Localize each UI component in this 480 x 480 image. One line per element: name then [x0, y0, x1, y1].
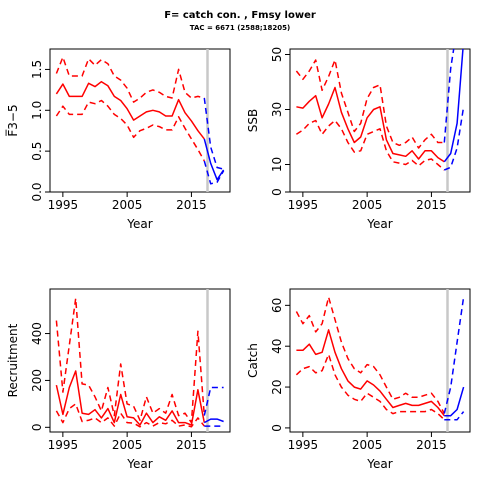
fbar-y-axis-label: F̅3−5	[5, 104, 20, 136]
figure-title: F= catch con. , Fmsy lower	[164, 10, 316, 21]
catch-historic-upper-line	[295, 296, 445, 414]
catch-forecast-upper-line	[443, 297, 465, 414]
catch-ytick-label: 20	[270, 379, 284, 394]
catch-y-axis-label: Catch	[246, 343, 260, 378]
fbar-forecast-upper-line	[203, 97, 224, 170]
ssb-xtick-label: 2005	[352, 198, 383, 212]
recruitment-historic-lower-line	[55, 403, 205, 428]
recruitment-xtick-label: 2005	[112, 438, 143, 452]
catch-ytick-label: 0	[270, 424, 284, 432]
fbar-xtick-label: 2015	[176, 198, 207, 212]
recruitment-xtick-label: 2015	[176, 438, 207, 452]
fbar-forecast-estimate-line	[203, 138, 225, 181]
fbar-xtick-label: 2005	[112, 198, 143, 212]
catch-plot-frame	[289, 288, 471, 433]
catch-historic-estimate-line	[296, 329, 445, 417]
recruitment-series-group	[55, 297, 224, 428]
fbar-ytick-label: 1.5	[30, 60, 44, 79]
ssb-ytick-label: 50	[270, 47, 284, 62]
recruitment-historic-estimate-line	[55, 370, 206, 426]
catch-forecast-lower-line	[444, 411, 465, 421]
fbar-ytick-label: 0.0	[30, 182, 44, 201]
ssb-forecast-lower-line	[444, 106, 465, 171]
fbar-series-group	[55, 56, 225, 185]
recruitment-xtick-label: 1995	[48, 438, 79, 452]
ssb-x-axis-label: Year	[366, 217, 392, 231]
fbar-plot-frame	[49, 48, 231, 193]
catch-historic-lower-line	[295, 353, 445, 421]
ssb-ytick-label: 30	[270, 102, 284, 117]
recruitment-y-axis-label: Recruitment	[6, 323, 20, 397]
fbar-x-axis-label: Year	[126, 217, 152, 231]
recruitment-ytick-label: 0	[30, 423, 44, 431]
catch-forecast-estimate-line	[444, 386, 465, 417]
recruitment-ytick-label: 200	[30, 369, 44, 392]
recruitment-panel: 1995 2005 2015 0 200 400 Year Recruitment	[6, 288, 231, 471]
fbar-panel: 1995 2005 2015 0.0 0.5 1.0 1.5 Year F̅3−5	[5, 48, 231, 231]
recruitment-forecast-estimate-line	[203, 418, 224, 424]
ssb-historic-upper-line	[295, 59, 445, 149]
ssb-xtick-label: 1995	[288, 198, 319, 212]
recruitment-forecast-upper-line	[203, 386, 224, 416]
recruitment-ytick-label: 400	[30, 322, 44, 345]
recruitment-historic-upper-line	[55, 297, 206, 424]
ssb-series-group	[295, 49, 465, 171]
fbar-xtick-label: 1995	[48, 198, 79, 212]
fbar-ytick-label: 1.0	[30, 101, 44, 120]
catch-x-axis-label: Year	[366, 457, 392, 471]
ssb-historic-lower-line	[295, 119, 445, 171]
ssb-forecast-estimate-line	[443, 49, 464, 163]
ssb-panel: 1995 2005 2015 0 10 30 50 Year SSB	[246, 47, 471, 231]
catch-ytick-label: 60	[270, 298, 284, 313]
fbar-ytick-label: 0.5	[30, 142, 44, 161]
ssb-ytick-label: 10	[270, 157, 284, 172]
fbar-historic-upper-line	[55, 56, 205, 103]
fbar-historic-estimate-line	[55, 80, 205, 140]
fbar-historic-lower-line	[55, 99, 205, 162]
ssb-xtick-label: 2015	[416, 198, 447, 212]
catch-xtick-label: 1995	[288, 438, 319, 452]
ssb-plot-frame	[289, 48, 471, 193]
ssb-y-axis-label: SSB	[246, 109, 260, 132]
ssb-historic-estimate-line	[296, 86, 445, 163]
catch-ytick-label: 40	[270, 339, 284, 354]
catch-xtick-label: 2015	[416, 438, 447, 452]
fbar-forecast-lower-line	[203, 160, 225, 185]
catch-series-group	[295, 296, 465, 421]
catch-panel: 1995 2005 2015 0 20 40 60 Year Catch	[246, 288, 471, 471]
recruitment-plot-frame	[49, 288, 231, 433]
figure-subtitle: TAC = 6671 (2588;18205)	[189, 24, 291, 32]
catch-xtick-label: 2005	[352, 438, 383, 452]
recruitment-x-axis-label: Year	[126, 457, 152, 471]
ssb-ytick-label: 0	[270, 188, 284, 196]
